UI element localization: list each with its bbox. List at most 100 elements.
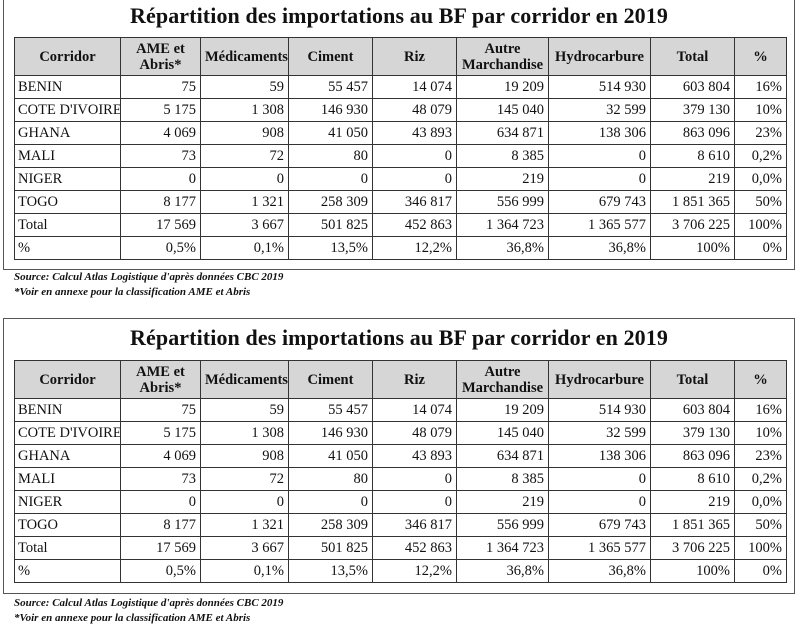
table-cell: 59 bbox=[200, 398, 289, 422]
table-cell: 0 bbox=[200, 490, 289, 514]
table-cell: 8 177 bbox=[120, 513, 201, 537]
header-col-corridor: Corridor bbox=[14, 37, 121, 76]
table-cell: 0,0% bbox=[734, 167, 787, 191]
table-cell: 514 930 bbox=[548, 75, 651, 99]
table-cell: 32 599 bbox=[548, 98, 651, 122]
header-col-riz: Riz bbox=[372, 37, 457, 76]
table-cell: 59 bbox=[200, 75, 289, 99]
table-row: GHANA 4 069 908 41 050 43 893 634 871 138 306 8… bbox=[14, 121, 787, 145]
table-cell: 19 209 bbox=[456, 75, 549, 99]
table-cell: 219 bbox=[456, 167, 549, 191]
table-cell: 908 bbox=[200, 444, 289, 468]
table-cell: 72 bbox=[200, 144, 289, 168]
footnote: *Voir en annexe pour la classification A… bbox=[14, 286, 251, 298]
table-cell: 679 743 bbox=[548, 190, 651, 214]
panel-frame bbox=[3, 318, 795, 594]
table-row: MALI 73 72 80 0 8 385 0 8 610 0,2% bbox=[14, 144, 787, 168]
table-cell: 8 385 bbox=[456, 467, 549, 491]
table-cell: 1 364 723 bbox=[456, 536, 549, 560]
table-row: TOGO 8 177 1 321 258 309 346 817 556 999 679 7… bbox=[14, 190, 787, 214]
table-cell: 5 175 bbox=[120, 421, 201, 445]
table-cell: 13,5% bbox=[288, 559, 373, 583]
source-note: Source: Calcul Atlas Logistique d'après … bbox=[14, 597, 284, 609]
table-cell: 146 930 bbox=[288, 421, 373, 445]
table-cell: 3 706 225 bbox=[650, 536, 735, 560]
table-cell: 0,2% bbox=[734, 144, 787, 168]
table-panel: Répartition des importations au BF par c… bbox=[3, 318, 795, 627]
header-col-corridor: Corridor bbox=[14, 360, 121, 399]
header-col-total: Total bbox=[650, 360, 735, 399]
table-cell: 80 bbox=[288, 144, 373, 168]
table-cell: 452 863 bbox=[372, 536, 457, 560]
table-cell: 379 130 bbox=[650, 98, 735, 122]
table-cell: 100% bbox=[650, 236, 735, 260]
table-row: MALI 73 72 80 0 8 385 0 8 610 0,2% bbox=[14, 467, 787, 491]
table-cell: 4 069 bbox=[120, 121, 201, 145]
table-cell: 14 074 bbox=[372, 398, 457, 422]
row-label: BENIN bbox=[14, 75, 121, 99]
row-label: Total bbox=[14, 536, 121, 560]
table-cell: 679 743 bbox=[548, 513, 651, 537]
table-cell: 0,0% bbox=[734, 490, 787, 514]
table-cell: 50% bbox=[734, 513, 787, 537]
table-cell: 501 825 bbox=[288, 536, 373, 560]
table-cell: 1 321 bbox=[200, 513, 289, 537]
table-cell: 138 306 bbox=[548, 444, 651, 468]
table-notes: Source: Calcul Atlas Logistique d'après … bbox=[14, 596, 283, 626]
table-panel: Répartition des importations au BF par c… bbox=[3, 0, 795, 304]
header-col-autre-marchandise: Autre Marchandise bbox=[456, 360, 549, 399]
table-cell: 379 130 bbox=[650, 421, 735, 445]
table-cell: 3 667 bbox=[200, 213, 289, 237]
table-title: Répartition des importations au BF par c… bbox=[130, 3, 668, 28]
table-cell: 634 871 bbox=[456, 121, 549, 145]
table-cell: 138 306 bbox=[548, 121, 651, 145]
row-label: Total bbox=[14, 213, 121, 237]
row-label: BENIN bbox=[14, 398, 121, 422]
table-cell: 863 096 bbox=[650, 121, 735, 145]
table-cell: 55 457 bbox=[288, 75, 373, 99]
table-cell: 36,8% bbox=[456, 559, 549, 583]
table-cell: 0,1% bbox=[200, 236, 289, 260]
table-cell: 0,2% bbox=[734, 467, 787, 491]
table-cell: 23% bbox=[734, 121, 787, 145]
table-cell: 55 457 bbox=[288, 398, 373, 422]
row-label: MALI bbox=[14, 144, 121, 168]
table-cell: 863 096 bbox=[650, 444, 735, 468]
header-col-riz: Riz bbox=[372, 360, 457, 399]
header-col-hydrocarbure: Hydrocarbure bbox=[548, 360, 651, 399]
table-cell: 73 bbox=[120, 467, 201, 491]
table-cell: 36,8% bbox=[548, 236, 651, 260]
header-col-medicaments: Médicaments bbox=[200, 360, 289, 399]
table-cell: 0 bbox=[120, 167, 201, 191]
table-cell: 16% bbox=[734, 398, 787, 422]
source-note: Source: Calcul Atlas Logistique d'après … bbox=[14, 271, 284, 283]
table-cell: 346 817 bbox=[372, 513, 457, 537]
table-cell: 3 667 bbox=[200, 536, 289, 560]
table-cell: 0,5% bbox=[120, 559, 201, 583]
header-col-ciment: Ciment bbox=[288, 37, 373, 76]
table-cell: 8 177 bbox=[120, 190, 201, 214]
table-cell: 145 040 bbox=[456, 421, 549, 445]
table-cell: 50% bbox=[734, 190, 787, 214]
table-cell: 32 599 bbox=[548, 421, 651, 445]
table-cell: 12,2% bbox=[372, 559, 457, 583]
table-cell: 0 bbox=[288, 490, 373, 514]
table-title: Répartition des importations au BF par c… bbox=[130, 325, 668, 350]
table-cell: 10% bbox=[734, 98, 787, 122]
table-cell: 19 209 bbox=[456, 398, 549, 422]
table-cell: 48 079 bbox=[372, 98, 457, 122]
table-cell: 17 569 bbox=[120, 213, 201, 237]
table-cell: 0% bbox=[734, 236, 787, 260]
table-cell: 0 bbox=[548, 490, 651, 514]
row-label: GHANA bbox=[14, 121, 121, 145]
row-label: % bbox=[14, 236, 121, 260]
table-cell: 1 365 577 bbox=[548, 213, 651, 237]
table-cell: 41 050 bbox=[288, 121, 373, 145]
table-cell: 23% bbox=[734, 444, 787, 468]
table-row: GHANA 4 069 908 41 050 43 893 634 871 138 306 8… bbox=[14, 444, 787, 468]
table-cell: 556 999 bbox=[456, 513, 549, 537]
table-cell: 0 bbox=[200, 167, 289, 191]
table-cell: 17 569 bbox=[120, 536, 201, 560]
row-label: NIGER bbox=[14, 490, 121, 514]
table-cell: 0 bbox=[372, 467, 457, 491]
